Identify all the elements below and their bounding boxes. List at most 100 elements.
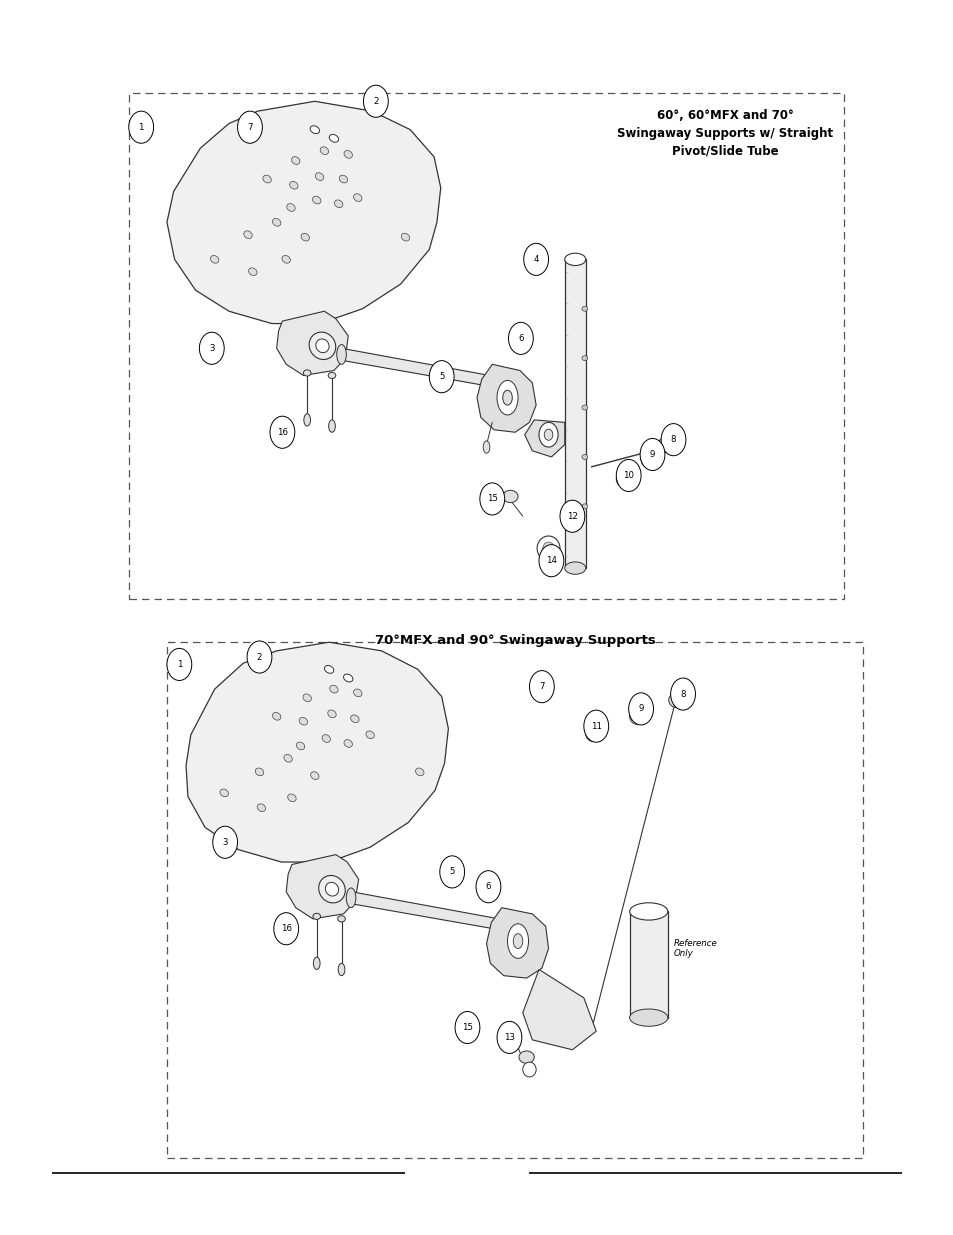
Text: 5: 5 [449, 867, 455, 877]
Ellipse shape [328, 710, 335, 718]
Circle shape [455, 1011, 479, 1044]
Ellipse shape [313, 914, 320, 919]
Ellipse shape [581, 405, 587, 410]
Text: 14: 14 [545, 556, 557, 566]
Ellipse shape [543, 429, 552, 441]
Ellipse shape [502, 390, 512, 405]
Ellipse shape [309, 332, 335, 359]
Ellipse shape [564, 562, 585, 574]
Ellipse shape [273, 713, 280, 720]
Ellipse shape [336, 345, 346, 364]
Text: 16: 16 [280, 924, 292, 934]
Text: 4: 4 [533, 254, 538, 264]
Text: 7: 7 [538, 682, 544, 692]
Text: 60°, 60°MFX and 70°
Swingaway Supports w/ Straight
Pivot/Slide Tube: 60°, 60°MFX and 70° Swingaway Supports w… [617, 109, 832, 158]
Ellipse shape [244, 231, 252, 238]
Circle shape [429, 361, 454, 393]
Text: 8: 8 [679, 689, 685, 699]
Ellipse shape [354, 689, 361, 697]
Ellipse shape [537, 536, 559, 561]
Polygon shape [167, 101, 440, 324]
Text: 9: 9 [638, 704, 643, 714]
Circle shape [639, 438, 664, 471]
Text: 2: 2 [373, 96, 378, 106]
Circle shape [167, 648, 192, 680]
Ellipse shape [211, 256, 218, 263]
Ellipse shape [566, 515, 574, 524]
Polygon shape [341, 348, 497, 388]
Ellipse shape [335, 200, 342, 207]
Circle shape [497, 1021, 521, 1053]
Ellipse shape [337, 963, 344, 976]
Ellipse shape [658, 437, 677, 453]
Circle shape [523, 243, 548, 275]
Text: 3: 3 [222, 837, 228, 847]
Ellipse shape [416, 768, 423, 776]
Text: 70°MFX and 90° Swingaway Supports: 70°MFX and 90° Swingaway Supports [375, 634, 655, 647]
Ellipse shape [629, 903, 667, 920]
Bar [167, 642, 862, 1158]
Ellipse shape [581, 306, 587, 311]
Ellipse shape [366, 731, 374, 739]
Text: 12: 12 [566, 511, 578, 521]
Text: 2: 2 [256, 652, 262, 662]
Ellipse shape [502, 1036, 517, 1049]
Ellipse shape [585, 726, 600, 741]
Circle shape [538, 545, 563, 577]
Ellipse shape [313, 196, 320, 204]
Circle shape [237, 111, 262, 143]
Polygon shape [522, 969, 596, 1050]
Ellipse shape [322, 735, 330, 742]
Polygon shape [276, 311, 348, 375]
Circle shape [479, 483, 504, 515]
Circle shape [270, 416, 294, 448]
Text: 10: 10 [622, 471, 634, 480]
Ellipse shape [273, 219, 280, 226]
Circle shape [199, 332, 224, 364]
Ellipse shape [497, 380, 517, 415]
Text: 5: 5 [438, 372, 444, 382]
Ellipse shape [282, 256, 290, 263]
Text: 9: 9 [649, 450, 655, 459]
Ellipse shape [287, 204, 294, 211]
Ellipse shape [616, 472, 631, 488]
Ellipse shape [263, 175, 271, 183]
Ellipse shape [668, 693, 685, 708]
Ellipse shape [249, 268, 256, 275]
Ellipse shape [507, 924, 528, 958]
Text: 7: 7 [247, 122, 253, 132]
Ellipse shape [561, 510, 578, 527]
Circle shape [583, 710, 608, 742]
Ellipse shape [220, 789, 228, 797]
Circle shape [476, 871, 500, 903]
Ellipse shape [301, 233, 309, 241]
Ellipse shape [629, 1009, 667, 1026]
Text: Reference
Only: Reference Only [673, 939, 717, 958]
Text: 3: 3 [209, 343, 214, 353]
Ellipse shape [354, 194, 361, 201]
Ellipse shape [325, 882, 338, 897]
Polygon shape [524, 420, 564, 457]
Ellipse shape [513, 934, 522, 948]
Ellipse shape [310, 126, 319, 133]
Ellipse shape [542, 542, 554, 555]
Text: 1: 1 [138, 122, 144, 132]
Polygon shape [186, 642, 448, 862]
Text: 1: 1 [176, 659, 182, 669]
Polygon shape [629, 911, 667, 1018]
Ellipse shape [320, 147, 328, 154]
Ellipse shape [311, 772, 318, 779]
Bar [129, 93, 843, 599]
Ellipse shape [328, 420, 335, 432]
Ellipse shape [329, 135, 338, 142]
Ellipse shape [255, 768, 263, 776]
Text: 11: 11 [590, 721, 601, 731]
Ellipse shape [502, 490, 517, 503]
Ellipse shape [339, 175, 347, 183]
Ellipse shape [292, 157, 299, 164]
Circle shape [670, 678, 695, 710]
Circle shape [508, 322, 533, 354]
Ellipse shape [330, 685, 337, 693]
Ellipse shape [315, 173, 323, 180]
Polygon shape [564, 259, 585, 568]
